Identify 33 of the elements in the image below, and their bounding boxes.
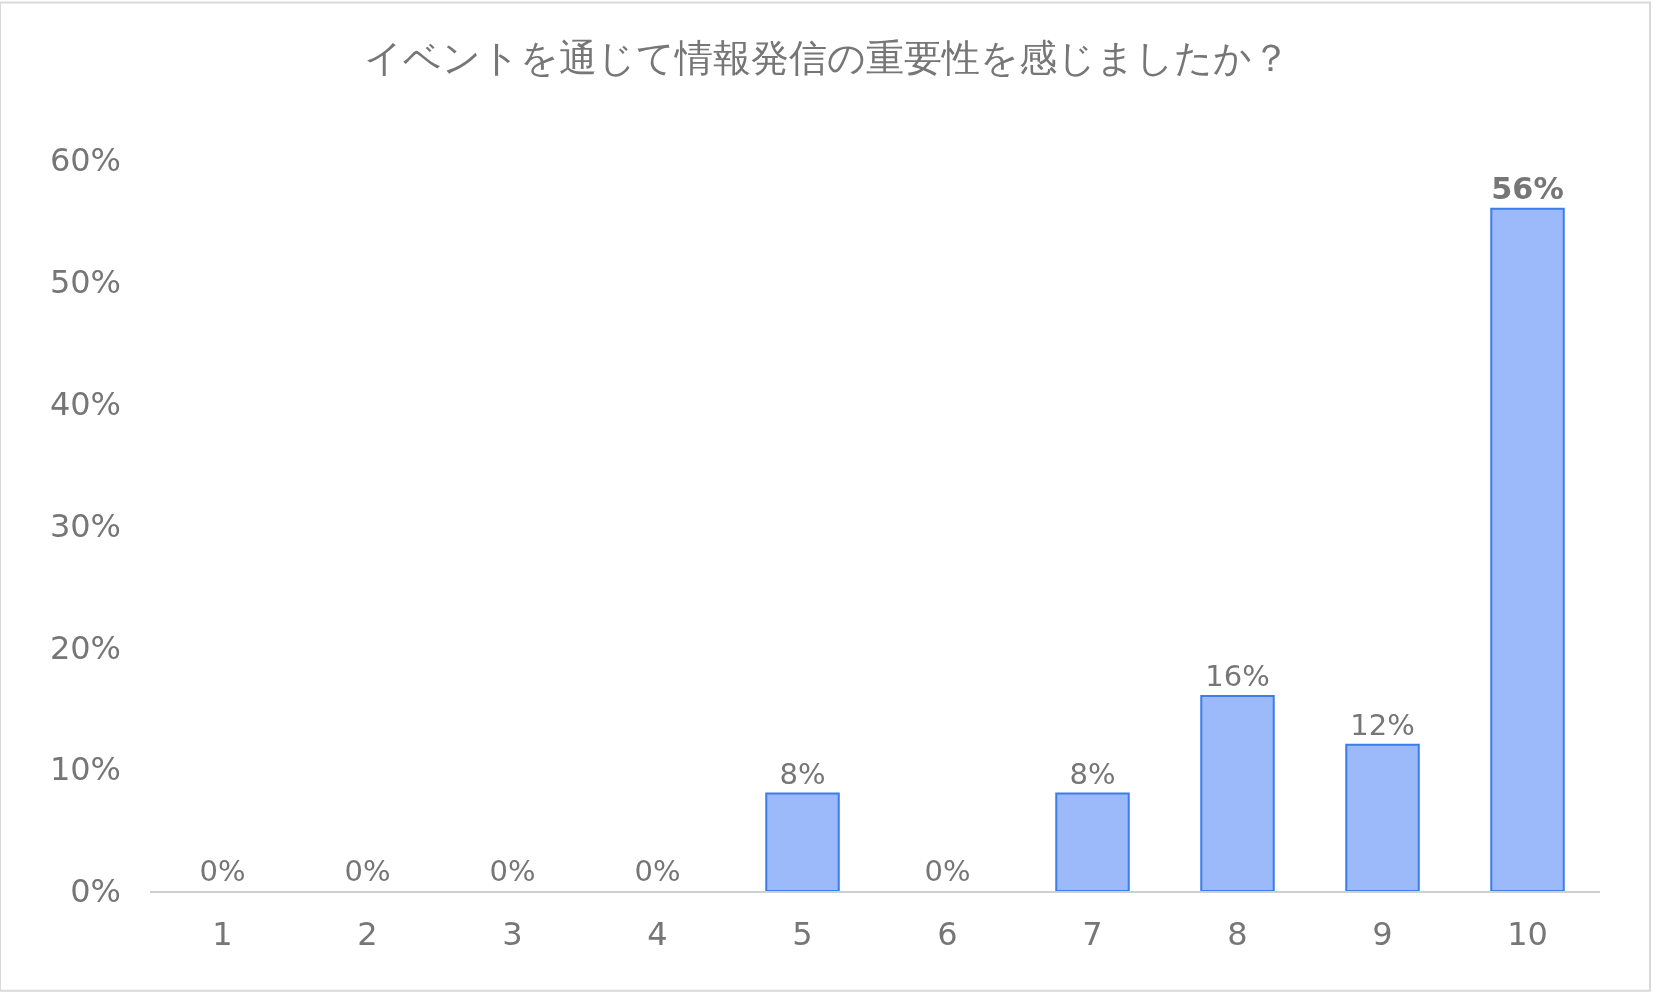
x-tick-label: 3 <box>502 915 523 954</box>
data-label: 8% <box>779 756 826 791</box>
data-label: 56% <box>1491 170 1564 206</box>
bar <box>1490 207 1565 891</box>
data-label: 0% <box>924 854 971 888</box>
data-label: 0% <box>634 854 681 888</box>
data-label: 8% <box>1069 756 1116 791</box>
bar <box>765 792 840 891</box>
y-tick-label: 60% <box>49 141 121 180</box>
x-tick-label: 2 <box>357 915 378 954</box>
bar <box>1055 792 1130 891</box>
x-tick-label: 7 <box>1082 915 1103 954</box>
x-tick-label: 9 <box>1372 915 1393 954</box>
x-tick-label: 8 <box>1227 915 1248 954</box>
data-label: 12% <box>1350 707 1415 742</box>
x-tick-label: 6 <box>937 915 958 954</box>
x-tick-label: 10 <box>1507 915 1548 954</box>
data-label: 0% <box>344 854 391 888</box>
x-tick-label: 1 <box>212 915 233 954</box>
y-tick-label: 30% <box>49 506 121 545</box>
data-label: 0% <box>199 854 246 888</box>
y-tick-label: 10% <box>49 750 121 789</box>
data-label: 0% <box>489 854 536 888</box>
chart-title: イベントを通じて情報発信の重要性を感じましたか？ <box>363 36 1290 81</box>
x-tick-label: 4 <box>647 915 668 954</box>
bar <box>1345 743 1420 891</box>
y-tick-label: 20% <box>49 628 121 667</box>
data-label: 16% <box>1205 659 1270 694</box>
y-tick-label: 50% <box>49 263 121 302</box>
y-tick-label: 0% <box>70 872 121 911</box>
x-tick-label: 5 <box>792 915 813 954</box>
y-tick-label: 40% <box>49 384 121 423</box>
bar <box>1200 695 1275 891</box>
